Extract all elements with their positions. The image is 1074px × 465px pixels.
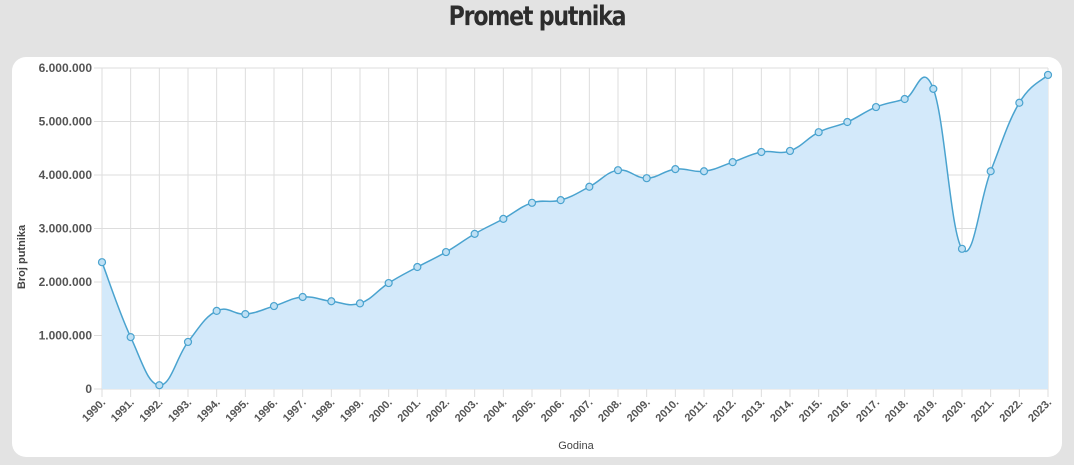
data-points [97, 70, 1053, 390]
data-point-2004[interactable] [499, 214, 508, 223]
x-tick-label: 2013. [740, 397, 768, 425]
data-point-1998[interactable] [327, 297, 336, 306]
data-point-2021[interactable] [986, 167, 995, 176]
x-tick-label: 2007. [568, 397, 596, 425]
area-chart: 0 1.000.000 2.000.000 3.000.000 4.000.000 5.0… [16, 61, 1054, 452]
x-tick-label: 2001. [396, 397, 424, 425]
data-point-2003[interactable] [470, 229, 479, 238]
data-point-2020[interactable] [957, 244, 967, 253]
data-point-1995[interactable] [241, 310, 250, 319]
data-point-2010[interactable] [671, 165, 680, 174]
x-tick-label: 2005. [510, 397, 538, 425]
y-tick-label: 2.000.000 [39, 275, 93, 289]
data-point-1994[interactable] [212, 306, 221, 315]
data-point-1991[interactable] [126, 333, 135, 342]
page-title: Promet putnika [448, 1, 627, 32]
x-tick-label: 1992. [138, 397, 166, 425]
data-point-2007[interactable] [585, 182, 594, 191]
data-point-1993[interactable] [183, 337, 193, 347]
data-point-2011[interactable] [699, 167, 709, 176]
data-point-2000[interactable] [384, 278, 393, 288]
data-point-2016[interactable] [843, 117, 852, 127]
x-tick-label: 2015. [797, 397, 825, 425]
y-tick-label: 6.000.000 [39, 61, 93, 75]
x-tick-label: 2003. [453, 397, 481, 425]
data-point-2012[interactable] [728, 158, 737, 167]
x-tick-label: 1998. [310, 397, 338, 425]
x-tick-label: 2008. [596, 397, 624, 425]
x-tick-label: 1995. [224, 397, 252, 425]
data-point-1997[interactable] [298, 292, 307, 302]
x-tick-label: 2009. [625, 397, 653, 425]
data-point-2013[interactable] [757, 147, 766, 157]
x-tick-label: 2010. [654, 397, 682, 425]
x-tick-label: 1993. [166, 397, 194, 425]
data-point-1990[interactable] [97, 258, 107, 267]
data-point-2008[interactable] [613, 166, 623, 175]
x-tick-label: 1996. [252, 397, 280, 425]
data-point-2019[interactable] [929, 84, 938, 93]
y-tick-label: 4.000.000 [39, 168, 93, 182]
x-tick-label: 1991. [109, 397, 137, 425]
x-tick-label: 2016. [826, 397, 854, 425]
x-tick-label: 1997. [281, 397, 309, 425]
x-tick-label: 2017. [854, 397, 882, 425]
y-tick-label: 0 [85, 382, 92, 396]
data-point-2015[interactable] [814, 128, 823, 137]
x-tick-label: 2021. [969, 397, 997, 425]
x-tick-label: 1990. [80, 397, 108, 425]
x-tick-label: 1999. [338, 397, 366, 425]
data-point-2006[interactable] [556, 196, 565, 205]
data-point-2002[interactable] [441, 247, 451, 257]
x-tick-label: 2000. [367, 397, 395, 425]
x-tick-label: 2006. [539, 397, 567, 425]
data-point-2017[interactable] [871, 102, 881, 112]
x-tick-label: 2019. [912, 397, 940, 425]
data-point-2009[interactable] [642, 174, 651, 183]
data-point-2022[interactable] [1015, 98, 1024, 107]
y-tick-label: 1.000.000 [39, 329, 93, 343]
x-axis-label: Godina [558, 440, 594, 452]
data-point-2014[interactable] [785, 146, 795, 156]
data-point-2005[interactable] [527, 198, 537, 207]
data-point-2001[interactable] [413, 262, 422, 272]
x-tick-label: 2011. [683, 397, 711, 425]
x-tick-label: 2018. [883, 397, 911, 425]
x-axis-ticks: 1990. 1991. 1992. 1993. 1994. 1995. 1996. 1997.… [80, 397, 1054, 425]
data-point-1996[interactable] [269, 301, 279, 311]
x-tick-label: 2014. [768, 397, 796, 425]
x-tick-label: 2012. [711, 397, 739, 425]
x-tick-label: 2022. [998, 397, 1026, 425]
data-point-2023[interactable] [1043, 70, 1053, 80]
x-tick-label: 1994. [195, 397, 223, 425]
y-axis-ticks: 0 1.000.000 2.000.000 3.000.000 4.000.000 5.0… [39, 61, 93, 396]
x-tick-label: 2004. [482, 397, 510, 425]
data-point-1999[interactable] [355, 299, 365, 308]
area-fill [102, 74, 1048, 389]
chart-card: 0 1.000.000 2.000.000 3.000.000 4.000.000 5.0… [12, 57, 1062, 457]
x-tick-label: 2002. [424, 397, 452, 425]
data-point-2018[interactable] [900, 94, 909, 104]
data-point-1992[interactable] [155, 381, 164, 390]
x-tick-label: 2023. [1026, 397, 1054, 425]
y-tick-label: 3.000.000 [39, 222, 93, 236]
x-tick-label: 2020. [940, 397, 968, 425]
y-tick-label: 5.000.000 [39, 115, 93, 129]
y-axis-label: Broj putnika [16, 224, 28, 289]
